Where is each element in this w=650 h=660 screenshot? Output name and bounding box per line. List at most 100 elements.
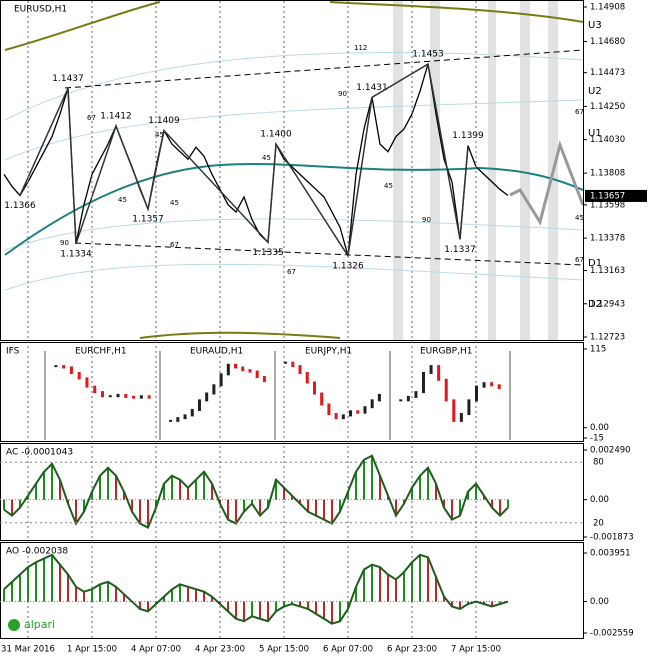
histogram-bar <box>75 499 77 524</box>
candle <box>255 370 259 379</box>
candle <box>284 361 288 364</box>
histogram-bar <box>467 491 469 500</box>
pivot-label: 1.1412 <box>100 112 132 122</box>
histogram-bar <box>403 572 405 602</box>
candle <box>497 384 501 390</box>
legend-label: EURAUD,H1 <box>190 347 243 357</box>
candle <box>291 361 295 368</box>
candle <box>298 365 302 374</box>
panel-border <box>0 342 584 442</box>
level-label: U3 <box>588 20 602 31</box>
candle <box>101 391 104 398</box>
histogram-bar <box>371 455 373 500</box>
histogram-bar <box>435 483 437 500</box>
level-annotation: 67 <box>87 114 96 122</box>
candle <box>226 363 230 376</box>
histogram-bar <box>243 499 245 512</box>
y-tick-label: 1.12943 <box>590 299 625 309</box>
envelope-line <box>4 263 584 291</box>
y-tick-label: 115 <box>590 345 606 355</box>
candle <box>176 417 180 422</box>
histogram-bar <box>491 499 493 508</box>
histogram-bar <box>371 564 373 602</box>
histogram-bar <box>139 499 141 524</box>
outer-band <box>329 1 584 23</box>
histogram-bar <box>347 491 349 500</box>
level-annotation: 45 <box>118 196 127 204</box>
histogram-bar <box>91 589 93 602</box>
histogram-bar <box>43 558 45 602</box>
histogram-bar <box>339 499 341 512</box>
histogram-bar <box>275 479 277 500</box>
level-annotation: 90 <box>338 90 347 98</box>
histogram-bar <box>283 601 285 607</box>
histogram-bar <box>195 589 197 602</box>
histogram-bar <box>155 499 157 508</box>
level-annotation: 90 <box>60 239 69 247</box>
x-tick-label: 4 Apr 23:00 <box>195 645 245 655</box>
histogram-bar <box>131 499 133 512</box>
pivot-label: 1.1335 <box>252 248 284 258</box>
envelope-line <box>4 218 584 251</box>
y-tick-label: 0.00 <box>590 495 609 505</box>
histogram-bar <box>427 557 429 602</box>
candle <box>219 373 223 387</box>
candle <box>54 365 58 368</box>
histogram-bar <box>107 581 109 602</box>
histogram-bar <box>83 591 85 602</box>
candle <box>370 399 374 409</box>
level-annotation: 67 <box>575 108 584 116</box>
candle <box>490 382 494 387</box>
histogram-bar <box>435 576 437 602</box>
histogram-bar <box>147 499 149 528</box>
price-line <box>3 63 509 257</box>
pivot-label: 1.1400 <box>260 130 292 140</box>
histogram-bar <box>299 601 301 607</box>
histogram-bar <box>451 499 453 520</box>
candle <box>334 413 338 420</box>
histogram-bar <box>347 601 349 609</box>
histogram-bar <box>507 499 509 508</box>
pivot-label: 1.1409 <box>148 116 180 126</box>
histogram-bar <box>291 601 293 605</box>
histogram-bar <box>27 495 29 500</box>
histogram-bar <box>83 499 85 512</box>
candle <box>327 403 331 416</box>
level-annotation: 112 <box>354 44 367 52</box>
level-annotation: 45 <box>575 214 584 222</box>
candle <box>377 393 381 402</box>
zigzag <box>19 62 469 258</box>
histogram-bar <box>99 584 101 602</box>
candle <box>363 406 367 414</box>
histogram-bar <box>59 479 61 500</box>
panel-border <box>0 542 584 639</box>
level-annotation: 90 <box>422 216 431 224</box>
y-tick-label: 1.13598 <box>590 200 625 210</box>
candle <box>93 385 97 394</box>
histogram-bar <box>195 479 197 500</box>
candle <box>69 366 73 374</box>
level-annotation: 45 <box>155 131 164 139</box>
outer-band <box>139 331 341 339</box>
y-tick-label: -15 <box>590 434 604 444</box>
histogram-bar <box>3 499 5 510</box>
candle <box>248 369 252 373</box>
pivot-label: 1.1399 <box>452 131 484 141</box>
x-tick-label: 7 Apr 15:00 <box>451 645 501 655</box>
histogram-bar <box>123 594 125 602</box>
candle <box>124 393 128 398</box>
histogram-bar <box>171 589 173 602</box>
histogram-bar <box>187 487 189 500</box>
candle <box>467 399 471 416</box>
candle <box>341 414 345 420</box>
histogram-bar <box>203 471 205 500</box>
candle <box>241 366 245 372</box>
candle <box>475 385 478 402</box>
pivot-label: 1.1431 <box>356 83 388 93</box>
panel-border <box>0 0 584 341</box>
histogram-bar <box>491 601 493 607</box>
histogram-bar <box>411 562 413 602</box>
envelopes <box>4 1 585 339</box>
candle <box>422 371 425 394</box>
histogram-bar <box>67 574 69 602</box>
